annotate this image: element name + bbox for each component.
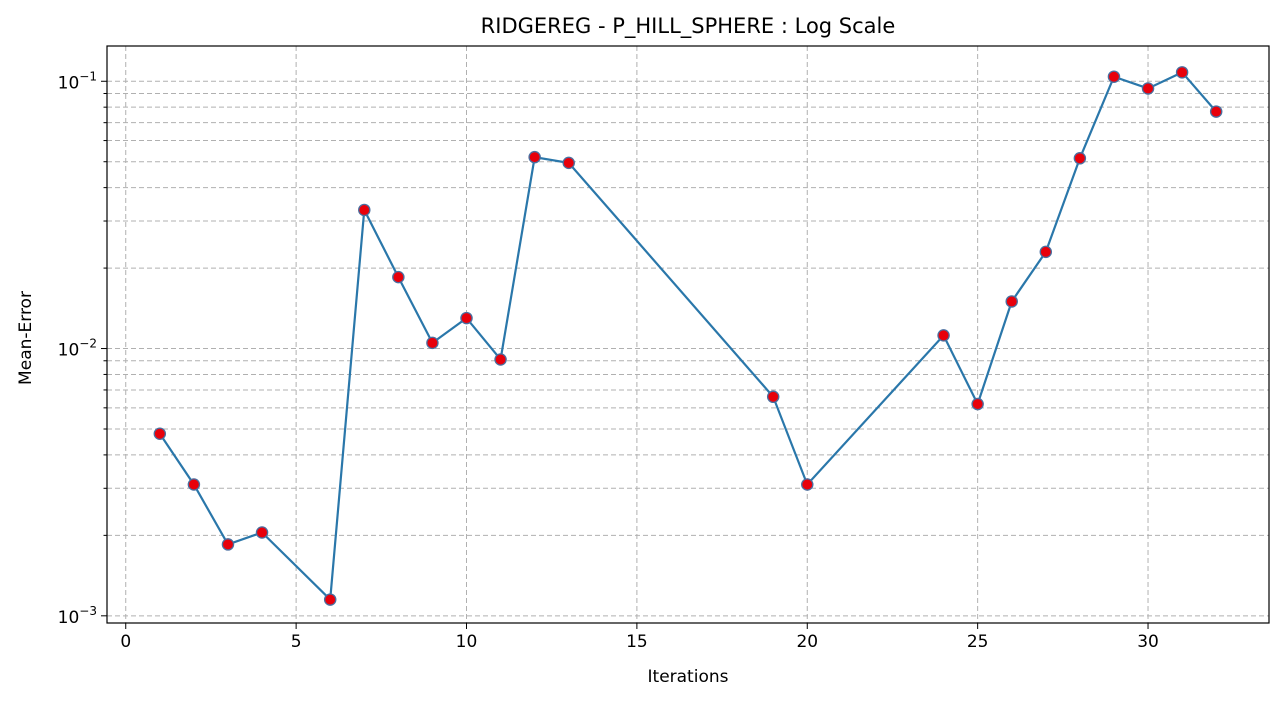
data-point	[426, 336, 439, 350]
data-point	[1175, 66, 1189, 79]
data-point	[1073, 152, 1087, 165]
data-point	[971, 397, 984, 411]
x-tick-label: 15	[626, 632, 648, 652]
data-point	[494, 353, 507, 366]
data-point	[187, 478, 201, 491]
data-point	[1005, 295, 1018, 308]
grid	[107, 46, 1269, 623]
x-tick-label: 20	[796, 632, 818, 652]
data-point	[392, 270, 405, 284]
data-point	[460, 311, 473, 325]
data-point	[1141, 82, 1155, 95]
data-point	[153, 427, 167, 440]
chart-title: RIDGEREG - P_HILL_SPHERE : Log Scale	[481, 14, 896, 39]
y-tick-label: 10−3	[58, 604, 97, 628]
data-point	[1107, 70, 1121, 83]
data-point	[323, 593, 337, 606]
data-point	[1039, 245, 1053, 259]
data-point	[221, 538, 235, 551]
data-point	[562, 156, 575, 170]
data-point	[937, 329, 950, 342]
data-point	[766, 390, 780, 404]
y-tick-label: 10−1	[58, 69, 97, 93]
x-tick-label: 30	[1137, 632, 1159, 652]
series-line	[158, 70, 1218, 603]
data-point	[358, 203, 371, 217]
data-point	[528, 150, 541, 164]
x-tick-label: 5	[291, 632, 302, 652]
y-tick-label: 10−2	[58, 337, 97, 361]
x-tick-label: 25	[967, 632, 989, 652]
data-point	[1209, 105, 1223, 118]
y-axis-label: Mean-Error	[16, 291, 36, 385]
x-tick-label: 0	[120, 632, 131, 652]
data-point	[801, 478, 814, 491]
x-tick-label: 10	[456, 632, 478, 652]
plot-frame	[106, 45, 1270, 624]
x-axis-label: Iterations	[648, 667, 729, 687]
series-group	[153, 66, 1223, 606]
data-point	[255, 526, 269, 539]
axis-ticks: 0 5 10 15 20 25 30 10−3 10−2 10−1	[58, 69, 1159, 652]
